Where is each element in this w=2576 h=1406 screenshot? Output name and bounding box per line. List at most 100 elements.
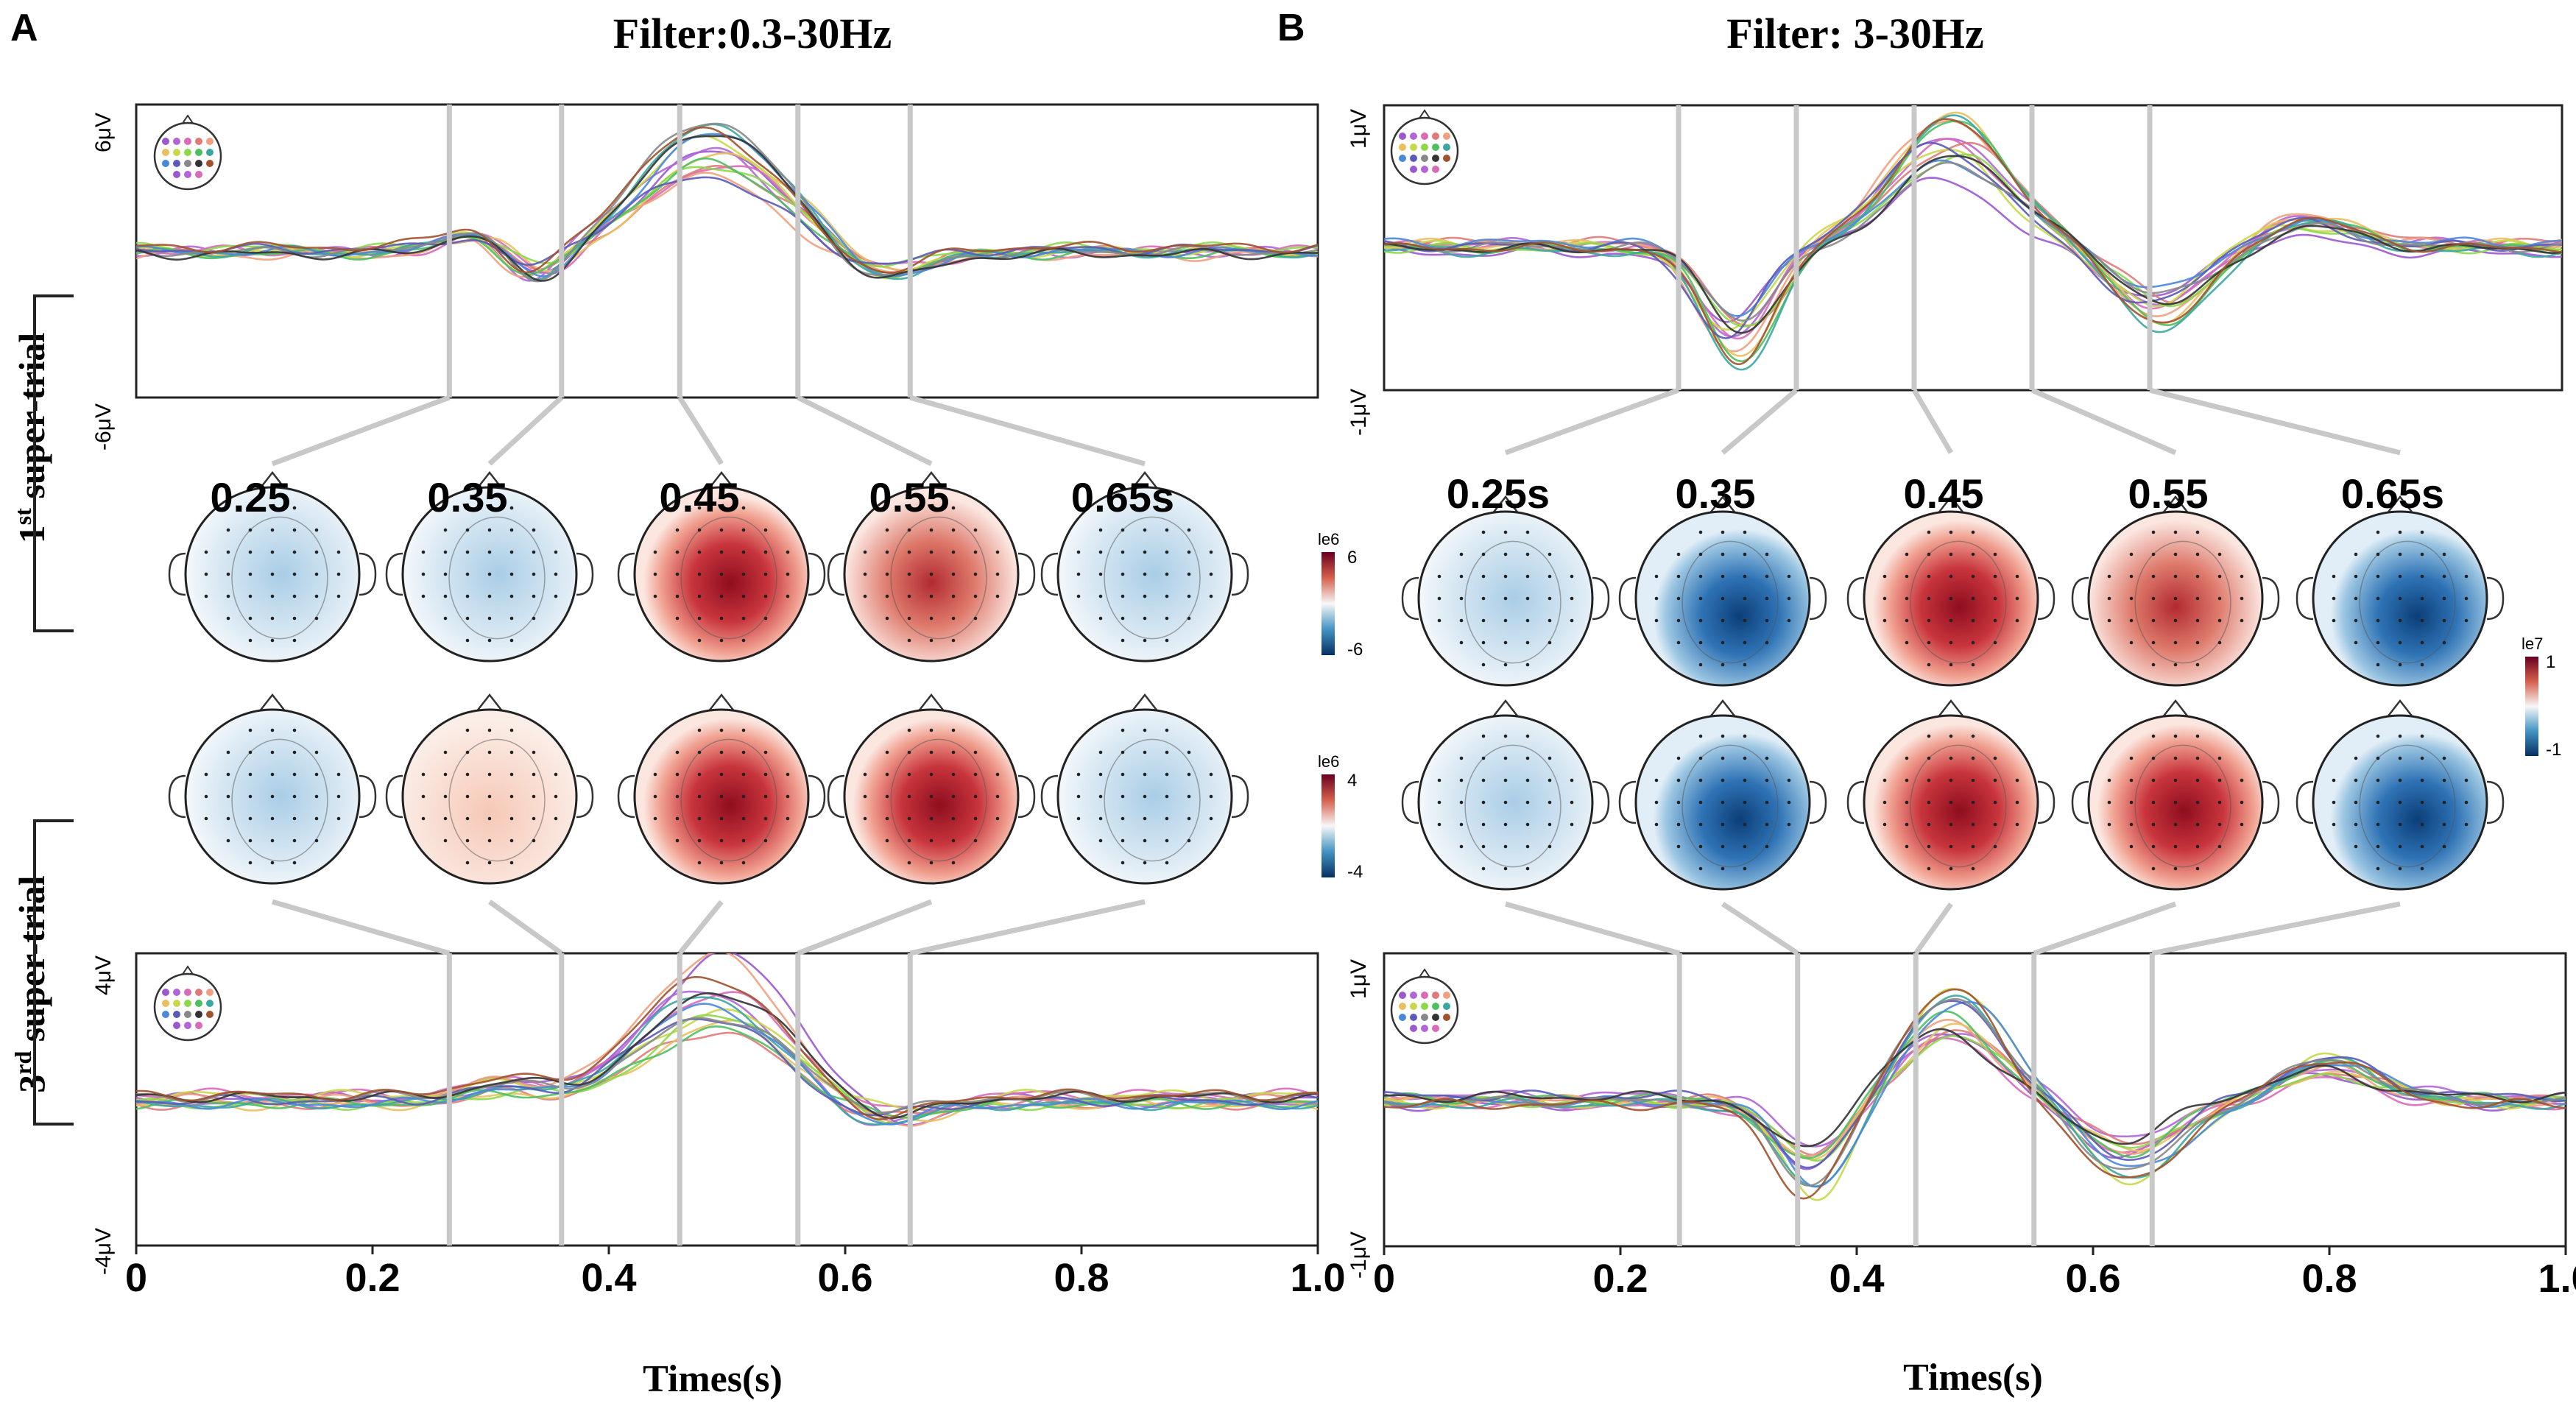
electrode — [1548, 844, 1552, 849]
electrode — [1993, 756, 1997, 760]
electrode — [2354, 822, 2358, 827]
electrode — [2398, 663, 2402, 667]
electrode — [907, 506, 911, 510]
legend-b-top — [1390, 109, 1459, 186]
panel-b-xlabel: Times(s) — [1903, 1357, 2043, 1399]
electrode — [2195, 552, 2200, 557]
legend-dot — [1421, 144, 1428, 151]
electrode — [1698, 800, 1703, 805]
head-outline — [1056, 486, 1233, 663]
b-bot-ymax: 1μV — [1347, 959, 1371, 999]
connector-line — [1913, 902, 1953, 955]
electrode — [509, 816, 514, 821]
electrode — [2398, 552, 2402, 557]
electrode — [741, 838, 746, 843]
electrode — [719, 528, 724, 532]
legend-dot — [206, 149, 214, 156]
head-outline — [2087, 510, 2264, 687]
electrode — [1187, 550, 1191, 554]
legend-dot — [1399, 155, 1406, 162]
electrode — [270, 528, 275, 532]
electrode — [248, 616, 253, 621]
electrode — [653, 816, 657, 821]
trace-line — [1384, 177, 2562, 323]
head-nose — [1131, 470, 1159, 490]
electrode — [487, 528, 492, 532]
head-ear — [359, 552, 377, 596]
legend-dot — [1399, 133, 1406, 140]
electrode — [1698, 596, 1703, 601]
head-outline — [633, 486, 810, 663]
electrode — [1143, 750, 1147, 755]
electrode — [1654, 800, 1659, 805]
panel-a-xlabel: Times(s) — [643, 1358, 783, 1400]
electrode — [1459, 756, 1464, 760]
electrode — [509, 794, 514, 799]
electrode — [697, 838, 702, 843]
electrode — [1165, 861, 1169, 865]
electrode — [2107, 822, 2111, 827]
electrode — [951, 572, 956, 576]
electrode — [719, 572, 724, 576]
electrode — [1143, 772, 1147, 777]
electrode — [1187, 772, 1191, 777]
electrode — [336, 594, 341, 598]
electrode — [2195, 778, 2200, 783]
electrode — [1927, 596, 1931, 601]
head-nose — [917, 470, 945, 490]
electrode — [204, 594, 208, 598]
electrode — [1971, 756, 1975, 760]
trace-line — [136, 122, 1318, 283]
connector-line — [487, 900, 563, 955]
electrode — [314, 528, 319, 532]
electrode — [2240, 822, 2244, 827]
electrode — [1905, 800, 1909, 805]
electrode — [2376, 552, 2380, 557]
electrode — [1654, 778, 1659, 783]
topomap-b-1-0 — [1401, 699, 1610, 891]
electrode — [1098, 550, 1103, 554]
electrode — [951, 816, 956, 821]
electrode — [1481, 663, 1486, 667]
electrode — [270, 838, 275, 843]
electrode — [2464, 574, 2469, 579]
electrode — [532, 750, 536, 755]
electrode — [2173, 756, 2178, 760]
head-ear — [168, 552, 186, 596]
electrode — [314, 750, 319, 755]
head-nose — [258, 693, 286, 713]
electrode — [2173, 734, 2178, 738]
legend-a-top — [153, 114, 222, 191]
electrode — [2217, 618, 2222, 623]
legend-dot — [162, 160, 169, 167]
electrode — [1971, 866, 1975, 871]
electrode — [1165, 528, 1169, 532]
electrode — [951, 772, 956, 777]
electrode — [2420, 640, 2424, 645]
electrode — [1765, 756, 1769, 760]
electrode — [973, 594, 978, 598]
b-time-label-0: 0.25s — [1447, 470, 1550, 517]
electrode — [907, 861, 911, 865]
electrode — [2129, 574, 2134, 579]
panel-a-title: Filter:0.3-30Hz — [613, 10, 892, 57]
electrode — [532, 528, 536, 532]
electrode — [2420, 530, 2424, 534]
electrode — [226, 572, 230, 576]
electrode — [929, 794, 934, 799]
electrode — [226, 750, 230, 755]
electrode — [2129, 756, 2134, 760]
head-outline — [843, 486, 1020, 663]
electrode — [2151, 663, 2156, 667]
legend-dot — [1399, 1014, 1406, 1021]
electrode — [1993, 822, 1997, 827]
electrode — [292, 816, 297, 821]
electrode — [1882, 596, 1887, 601]
topomap-contour — [231, 516, 328, 640]
electrode — [554, 794, 558, 799]
electrode — [1503, 866, 1508, 871]
electrode — [532, 816, 536, 821]
topomap-b-1-3 — [2071, 699, 2280, 891]
electrode — [2398, 734, 2402, 738]
electrode — [2173, 822, 2178, 827]
